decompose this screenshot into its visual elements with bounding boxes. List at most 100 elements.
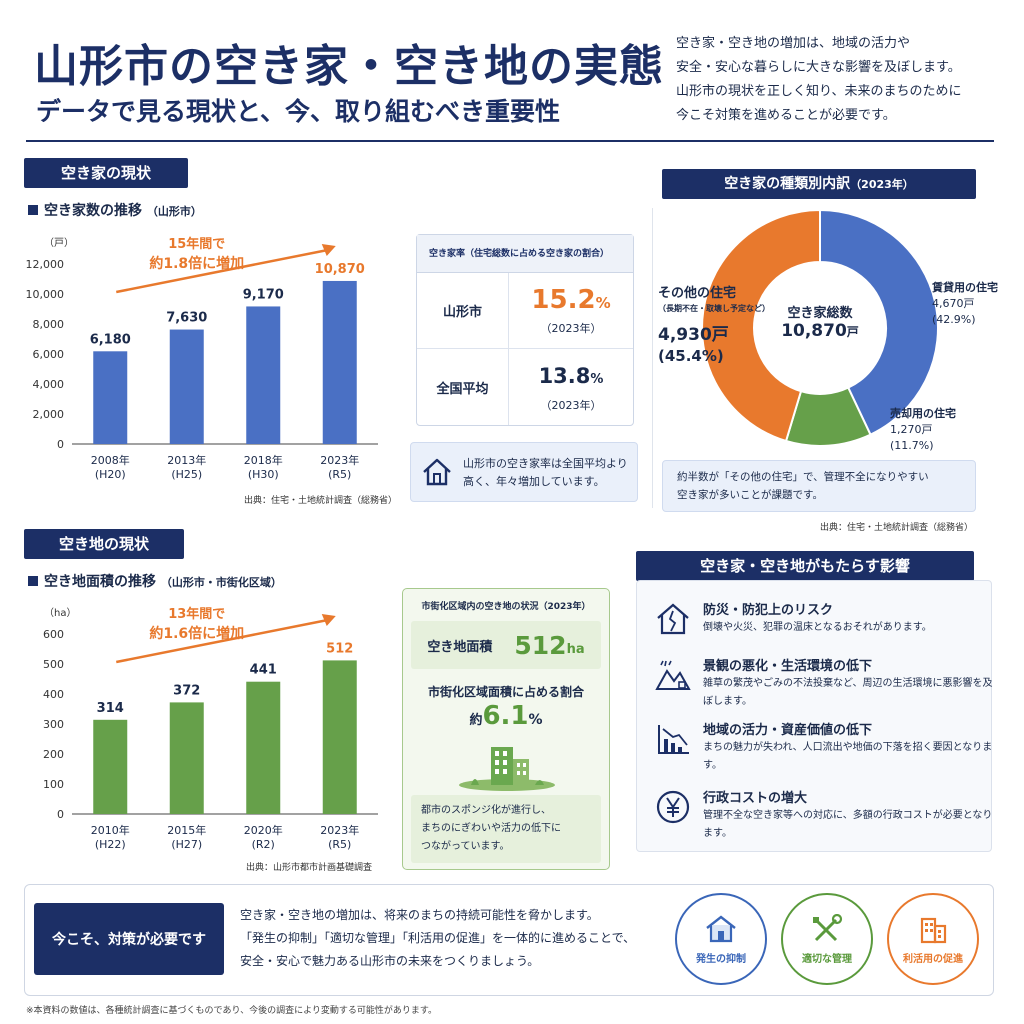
x-tick-sublabel: (H27) <box>171 838 202 851</box>
akichi-area-unit: ha <box>566 641 585 657</box>
page-subtitle: データで見る現状と、今、取り組むべき重要性 <box>36 97 561 126</box>
bullet-square <box>28 576 38 586</box>
impact-title: 景観の悪化・生活環境の低下 <box>703 659 873 674</box>
vacancy-rate-national-label: 全国平均 <box>417 349 509 425</box>
y-tick-label: 100 <box>43 778 64 791</box>
impact-desc: まちの魅力が失われ、人口流出や地価の下落を招く要因となります。 <box>703 742 993 771</box>
buildings-illustration-icon <box>459 747 555 791</box>
impact-title: 行政コストの増大 <box>703 791 808 806</box>
akichi-note-box: 都市のスポンジ化が進行し、 まちのにぎわいや活力の低下に つながっています。 <box>411 795 601 863</box>
footnote: ※本資料の数値は、各種統計調査に基づくものであり、今後の調査により変動する可能性… <box>26 1006 438 1016</box>
y-tick-label: 200 <box>43 748 64 761</box>
akiya-chart-title: 空き家数の推移 （山形市） <box>28 200 202 220</box>
growth-arrow-head <box>321 244 336 256</box>
y-axis-unit: （戸） <box>44 237 74 249</box>
x-tick-label: 2008年 <box>91 453 130 467</box>
buildings-icon <box>920 917 947 943</box>
vacancy-rate-national-year: （2023年） <box>540 399 602 412</box>
growth-label-line1: 15年間で <box>168 236 225 252</box>
donut-center-unit: 戸 <box>846 325 859 339</box>
x-tick-sublabel: (H30) <box>248 468 279 481</box>
y-tick-label: 2,000 <box>33 408 65 421</box>
y-tick-label: 500 <box>43 658 64 671</box>
akiya-chart-region: （山形市） <box>146 205 202 218</box>
akichi-status-box: 市街化区域内の空き地の状況（2023年） 空き地面積 512 ha 市街化区域面… <box>402 588 610 870</box>
y-tick-label: 6,000 <box>33 348 65 361</box>
other-sublabel: （長期不在・取壊し予定など） <box>658 304 770 313</box>
breakdown-note-line: 空き家が多いことが課題です。 <box>677 489 823 501</box>
measure-label: 発生の抑制 <box>696 953 746 965</box>
measure-label: 適切な管理 <box>802 953 852 965</box>
vacancy-rate-header: 空き家率（住宅総数に占める空き家の割合） <box>417 235 633 273</box>
akiya-section-tag: 空き家の現状 <box>24 158 188 188</box>
bar <box>246 681 281 814</box>
breakdown-section-tag: 空き家の種類別内訳（2023年） <box>662 169 976 199</box>
donut-hole <box>755 263 885 393</box>
x-tick-sublabel: (H22) <box>95 838 126 851</box>
akichi-note-line: まちのにぎわいや活力の低下に <box>421 823 561 834</box>
bottom-line: 空き家・空き地の増加は、将来のまちの持続可能性を脅かします。 <box>240 908 599 922</box>
intro-line: 安全・安心な暮らしに大きな影響を及ぼします。 <box>676 60 961 75</box>
x-tick-label: 2010年 <box>91 823 130 837</box>
x-tick-label: 2023年 <box>320 823 359 837</box>
x-tick-label: 2020年 <box>244 823 283 837</box>
growth-arrow-line <box>116 248 328 294</box>
growth-arrow-line <box>116 618 328 664</box>
bar <box>93 719 128 814</box>
bar-value-label: 441 <box>250 663 277 678</box>
bar <box>169 702 204 814</box>
breakdown-note-box: 約半数が「その他の住宅」で、管理不全になりやすい 空き家が多いことが課題です。 <box>662 460 976 512</box>
bottom-message: 空き家・空き地の増加は、将来のまちの持続可能性を脅かします。 「発生の抑制」「適… <box>240 904 635 973</box>
vacancy-rate-national-value: 13.8% <box>539 361 604 395</box>
tools-icon <box>813 913 843 941</box>
x-tick-sublabel: (R5) <box>328 838 351 851</box>
breakdown-note-line: 約半数が「その他の住宅」で、管理不全になりやすい <box>677 471 929 483</box>
growth-label-line1: 13年間で <box>168 606 225 622</box>
akiya-bar-chart: （戸） 0 2,000 4,000 6,000 8,000 10,000 12,000 6,18… <box>26 236 378 481</box>
x-tick-label: 2023年 <box>320 453 359 467</box>
header-divider <box>26 140 994 142</box>
donut-center-value: 10,870戸 <box>770 321 870 341</box>
rental-value: 4,670戸 <box>932 297 975 310</box>
akichi-share-label: 市街化区域面積に占める割合 <box>427 685 584 699</box>
measure-label: 利活用の促進 <box>903 953 963 965</box>
house-icon <box>423 458 451 486</box>
callout-box: 今こそ、対策が必要です <box>34 903 224 975</box>
x-tick-label: 2013年 <box>167 453 206 467</box>
akiya-source: 出典：住宅・土地統計調査（総務省） <box>244 496 398 506</box>
akichi-chart-title: 空き地面積の推移 （山形市・市街化区域） <box>28 571 282 591</box>
y-tick-label: 4,000 <box>33 378 65 391</box>
y-axis-unit: （ha） <box>44 607 76 619</box>
intro-line: 空き家・空き地の増加は、地域の活力や <box>676 36 911 51</box>
bar-value-label: 7,630 <box>166 311 207 326</box>
donut-slice-rental <box>819 208 939 436</box>
akichi-share-prefix: 約 <box>469 713 483 728</box>
akiya-chart-title-text: 空き家数の推移 <box>44 203 142 219</box>
bar-value-label: 314 <box>97 701 124 716</box>
donut-slice-other <box>701 208 821 443</box>
y-tick-label: 300 <box>43 718 64 731</box>
impact-section-tag: 空き家・空き地がもたらす影響 <box>636 551 974 581</box>
impact-desc: 雑草の繁茂やごみの不法投棄など、周辺の生活環境に悪影響を及ぼします。 <box>703 678 993 707</box>
bar-value-label: 10,870 <box>315 262 365 277</box>
x-tick-sublabel: (H20) <box>95 468 126 481</box>
mountain-trash-icon <box>655 660 691 690</box>
y-tick-label: 0 <box>57 808 64 821</box>
bar <box>246 306 281 444</box>
akichi-note-line: つながっています。 <box>421 841 510 852</box>
decline-chart-icon <box>658 725 689 754</box>
national-rate-unit: % <box>590 372 604 387</box>
yen-icon <box>656 790 690 824</box>
other-pct: (45.4%) <box>658 347 724 365</box>
national-rate-number: 13.8 <box>538 364 591 388</box>
impact-panel: 防災・防犯上のリスク 倒壊や火災、犯罪の温床となるおそれがあります。 景観の悪化… <box>636 580 993 852</box>
akiya-note-line: 山形市の空き家率は全国平均より <box>463 457 628 470</box>
growth-label-line2: 約1.6倍に増加 <box>149 625 244 642</box>
bar-value-label: 6,180 <box>90 332 131 347</box>
intro-text: 空き家・空き地の増加は、地域の活力や 安全・安心な暮らしに大きな影響を及ぼします… <box>676 32 1006 128</box>
label-sale: 売却用の住宅 1,270戸 (11.7%) <box>890 406 956 454</box>
x-tick-label: 2018年 <box>244 453 283 467</box>
sale-value: 1,270戸 <box>890 423 933 436</box>
house-icon <box>706 914 736 942</box>
bar-value-label: 9,170 <box>243 287 284 302</box>
